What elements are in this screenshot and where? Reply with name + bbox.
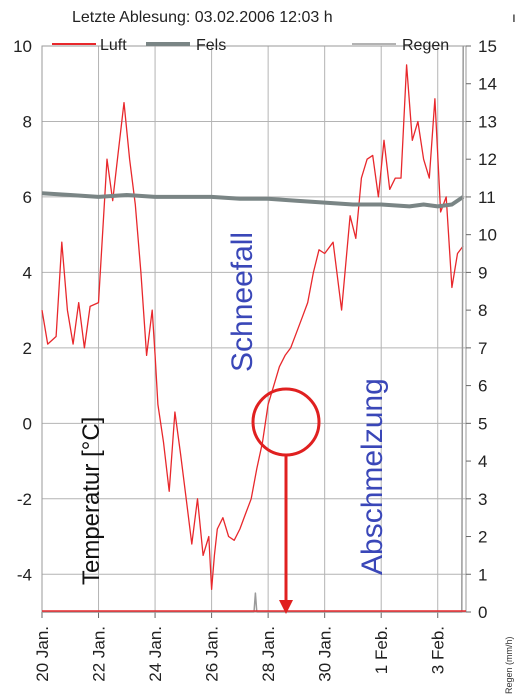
right-tick-label: 4 xyxy=(478,452,487,471)
left-tick-label: -2 xyxy=(17,490,32,509)
annotation-abschmelzung: Abschmelzung xyxy=(356,378,389,575)
x-tick-label: 30 Jan. xyxy=(316,626,335,682)
left-tick-label: 6 xyxy=(23,188,32,207)
right-tick-label: 11 xyxy=(478,188,496,207)
right-tick-label: 15 xyxy=(478,37,497,56)
left-tick-label: 2 xyxy=(23,339,32,358)
series-line-fels xyxy=(41,191,465,209)
x-axis-ticks: 20 Jan. 22 Jan. 24 Jan. 26 Jan. 28 Jan. 30 Ja… xyxy=(33,612,448,682)
right-tick-label: 5 xyxy=(478,414,487,433)
right-tick-label: 6 xyxy=(478,377,487,396)
left-tick-label: 4 xyxy=(23,263,32,282)
left-tick-label: 8 xyxy=(23,112,32,131)
legend-label-regen: Regen xyxy=(402,37,449,54)
legend-label-luft: Luft xyxy=(100,37,127,54)
x-tick-label: 22 Jan. xyxy=(90,626,109,682)
y2-axis-label: Regen (mm/h) xyxy=(504,636,514,694)
left-axis-ticks: 10 8 6 4 2 0 -2 -4 xyxy=(13,37,32,584)
snowmelt-marker-circle xyxy=(251,387,321,457)
x-tick-label: 1 Feb. xyxy=(372,626,391,674)
right-tick-label: 14 xyxy=(478,75,497,94)
last-reading-text: Letzte Ablesung: 03.02.2006 12:03 h xyxy=(72,9,333,26)
series-line-luft xyxy=(41,64,464,591)
right-tick-label: 8 xyxy=(478,301,487,320)
x-tick-label: 28 Jan. xyxy=(259,626,278,682)
right-tick-label: 12 xyxy=(478,150,497,169)
left-tick-label: 10 xyxy=(13,37,32,56)
right-tick-label: 3 xyxy=(478,490,487,509)
left-tick-label: 0 xyxy=(23,414,32,433)
legend-label-fels: Fels xyxy=(196,37,226,54)
series-line-regen xyxy=(42,45,464,613)
x-tick-label: 20 Jan. xyxy=(33,626,52,682)
x-tick-label: 26 Jan. xyxy=(203,626,222,682)
right-tick-label: 1 xyxy=(478,565,487,584)
annotation-schneefall: Schneefall xyxy=(226,232,259,372)
x-tick-label: 24 Jan. xyxy=(146,626,165,682)
legend: Luft Fels Regen xyxy=(52,37,449,54)
snowmelt-marker-arrowhead xyxy=(279,600,293,614)
right-tick-label: 7 xyxy=(478,339,487,358)
right-tick-label: 0 xyxy=(478,603,487,622)
y-axis-label: Temperatur [°C] xyxy=(78,417,105,585)
series-group xyxy=(41,45,466,613)
left-tick-label: -4 xyxy=(17,565,32,584)
right-tick-label: 10 xyxy=(478,226,497,245)
right-tick-label: 13 xyxy=(478,112,497,131)
corner-mark: ı xyxy=(512,9,516,25)
right-tick-label: 9 xyxy=(478,263,487,282)
x-tick-label: 3 Feb. xyxy=(429,626,448,674)
right-tick-label: 2 xyxy=(478,528,487,547)
